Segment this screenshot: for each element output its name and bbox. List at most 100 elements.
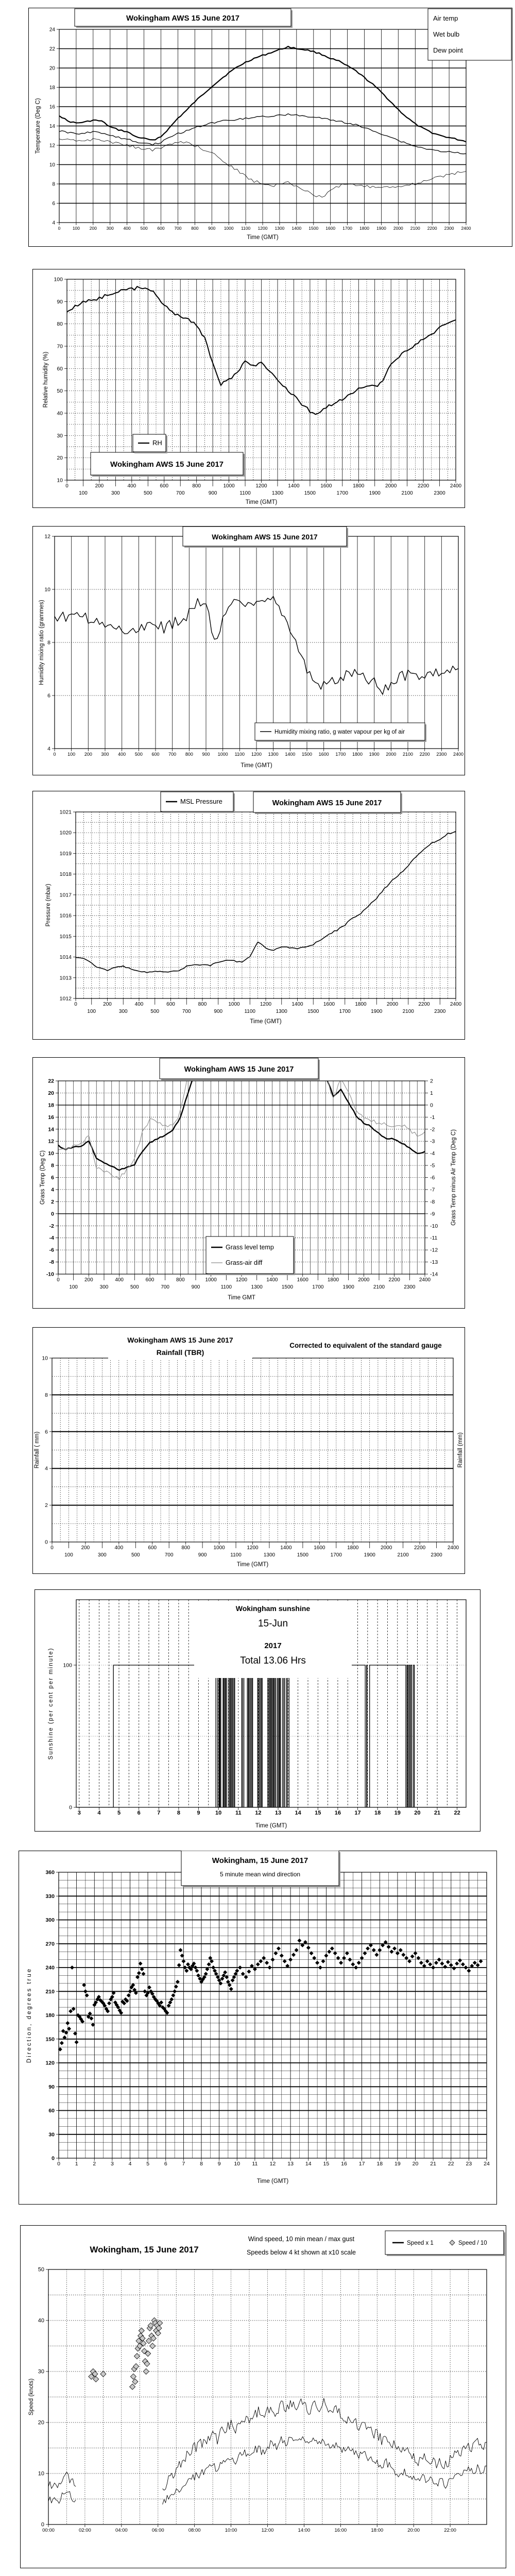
svg-text:14: 14 <box>49 124 56 129</box>
svg-text:7: 7 <box>182 2161 185 2167</box>
scatter-point <box>218 1981 223 1986</box>
svg-text:Dew point: Dew point <box>433 46 463 54</box>
svg-text:100: 100 <box>64 1552 73 1558</box>
scatter-point <box>356 1960 361 1965</box>
svg-text:-4: -4 <box>430 1150 435 1157</box>
svg-text:14: 14 <box>48 1126 54 1132</box>
scatter-point <box>68 2009 73 2013</box>
svg-text:300: 300 <box>101 752 109 757</box>
svg-text:-5: -5 <box>430 1163 435 1169</box>
scatter-point <box>470 1963 474 1968</box>
svg-text:1400: 1400 <box>280 1545 292 1551</box>
svg-text:Pressure (mbar): Pressure (mbar) <box>45 884 52 926</box>
scatter-point <box>401 1953 406 1957</box>
scatter-point <box>196 1973 201 1978</box>
scatter-point <box>279 1953 284 1958</box>
svg-text:Wokingham AWS 15 June 2017: Wokingham AWS 15 June 2017 <box>127 1336 233 1344</box>
chart-pressure-title-box-0 <box>253 791 401 813</box>
scatter-point <box>173 1989 177 1994</box>
scatter-point <box>144 2361 150 2367</box>
scatter-point <box>354 1965 358 1970</box>
svg-text:900: 900 <box>202 752 210 757</box>
svg-text:100: 100 <box>79 490 88 496</box>
svg-text:1900: 1900 <box>369 490 381 496</box>
scatter-point <box>303 1940 307 1944</box>
series-Grass-air diff <box>58 1081 425 1181</box>
scatter-point <box>342 1956 346 1960</box>
svg-text:23: 23 <box>466 2161 472 2167</box>
svg-text:Wokingham, 15 June 2017: Wokingham, 15 June 2017 <box>90 2245 198 2255</box>
svg-text:1000: 1000 <box>205 1277 217 1283</box>
chart-pressure: 0 100 200 300 400 500 600 700 800 900 1000 1100 1200… <box>32 791 465 1040</box>
svg-text:1200: 1200 <box>247 1545 259 1551</box>
svg-text:02:00: 02:00 <box>79 2528 91 2533</box>
svg-text:50: 50 <box>38 2267 44 2273</box>
svg-text:1700: 1700 <box>337 490 349 496</box>
svg-text:-6: -6 <box>49 1247 54 1253</box>
svg-text:500: 500 <box>144 490 152 496</box>
svg-text:1019: 1019 <box>60 851 72 857</box>
scatter-point <box>198 1976 202 1981</box>
svg-text:04:00: 04:00 <box>115 2528 128 2533</box>
svg-text:90: 90 <box>48 2084 55 2090</box>
svg-text:2200: 2200 <box>418 1002 430 1007</box>
chart-rainfall: 0100200300400500600700800900100011001200… <box>32 1327 465 1574</box>
svg-text:0: 0 <box>430 1102 433 1108</box>
svg-text:0: 0 <box>65 483 68 489</box>
scatter-point <box>443 1964 448 1969</box>
svg-text:1300: 1300 <box>272 490 284 496</box>
chart-wind-speed-panel-border <box>20 2225 506 2568</box>
svg-text:Wokingham AWS 15 June 2017: Wokingham AWS 15 June 2017 <box>184 1065 294 1074</box>
chart-wind-direction: 0 1 2 3 4 5 6 7 8 9 10 11 12 13 14 15 16 17 18 19 20 21 22 23 24… <box>19 1851 497 2205</box>
svg-text:Humidity mixing ratio (grammes: Humidity mixing ratio (grammes) <box>39 600 45 685</box>
svg-text:1900: 1900 <box>369 752 380 757</box>
svg-text:60: 60 <box>57 366 63 372</box>
svg-text:22: 22 <box>454 1810 460 1816</box>
svg-text:17: 17 <box>354 1810 360 1816</box>
svg-text:900: 900 <box>214 1009 222 1014</box>
svg-text:-12: -12 <box>430 1247 438 1253</box>
svg-text:1500: 1500 <box>307 1009 319 1014</box>
svg-text:400: 400 <box>115 1277 124 1283</box>
scatter-point <box>71 2007 76 2011</box>
svg-text:900: 900 <box>208 226 215 231</box>
scatter-point <box>351 1962 355 1967</box>
svg-text:18: 18 <box>49 85 56 91</box>
scatter-point <box>77 2014 82 2019</box>
series-Wet bulb <box>59 113 466 155</box>
scatter-point <box>327 1950 332 1954</box>
scatter-point <box>64 2030 68 2035</box>
svg-text:210: 210 <box>45 1989 55 1995</box>
svg-text:16:00: 16:00 <box>334 2528 347 2533</box>
series-Speed x 1 (10 min mean) <box>162 2436 487 2505</box>
svg-text:700: 700 <box>161 1284 169 1290</box>
svg-text:2100: 2100 <box>398 1552 409 1558</box>
scatter-point <box>318 1965 322 1970</box>
scatter-point <box>215 1975 220 1979</box>
scatter-point <box>247 1969 251 1974</box>
svg-text:-14: -14 <box>430 1272 438 1278</box>
svg-text:0: 0 <box>57 1277 60 1283</box>
svg-text:1000: 1000 <box>228 1002 240 1007</box>
svg-text:1200: 1200 <box>258 226 268 231</box>
svg-text:16: 16 <box>335 1810 341 1816</box>
scatter-point <box>73 2031 77 2036</box>
svg-text:330: 330 <box>45 1893 55 1900</box>
svg-text:19: 19 <box>394 1810 401 1816</box>
scatter-point <box>93 2376 99 2382</box>
svg-text:500: 500 <box>130 1284 139 1290</box>
scatter-point <box>195 1969 199 1973</box>
scatter-point <box>135 2337 142 2344</box>
svg-text:6: 6 <box>164 2161 167 2167</box>
svg-text:500: 500 <box>140 226 147 231</box>
svg-text:2: 2 <box>430 1078 433 1084</box>
scatter-point <box>59 2041 64 2045</box>
svg-text:1800: 1800 <box>347 1545 359 1551</box>
scatter-point <box>478 1959 483 1963</box>
scatter-point <box>241 1972 245 1976</box>
scatter-point <box>291 1953 296 1957</box>
scatter-point <box>232 1975 236 1979</box>
svg-text:180: 180 <box>45 2012 55 2019</box>
scatter-point <box>106 2009 110 2013</box>
svg-text:700: 700 <box>182 1009 191 1014</box>
